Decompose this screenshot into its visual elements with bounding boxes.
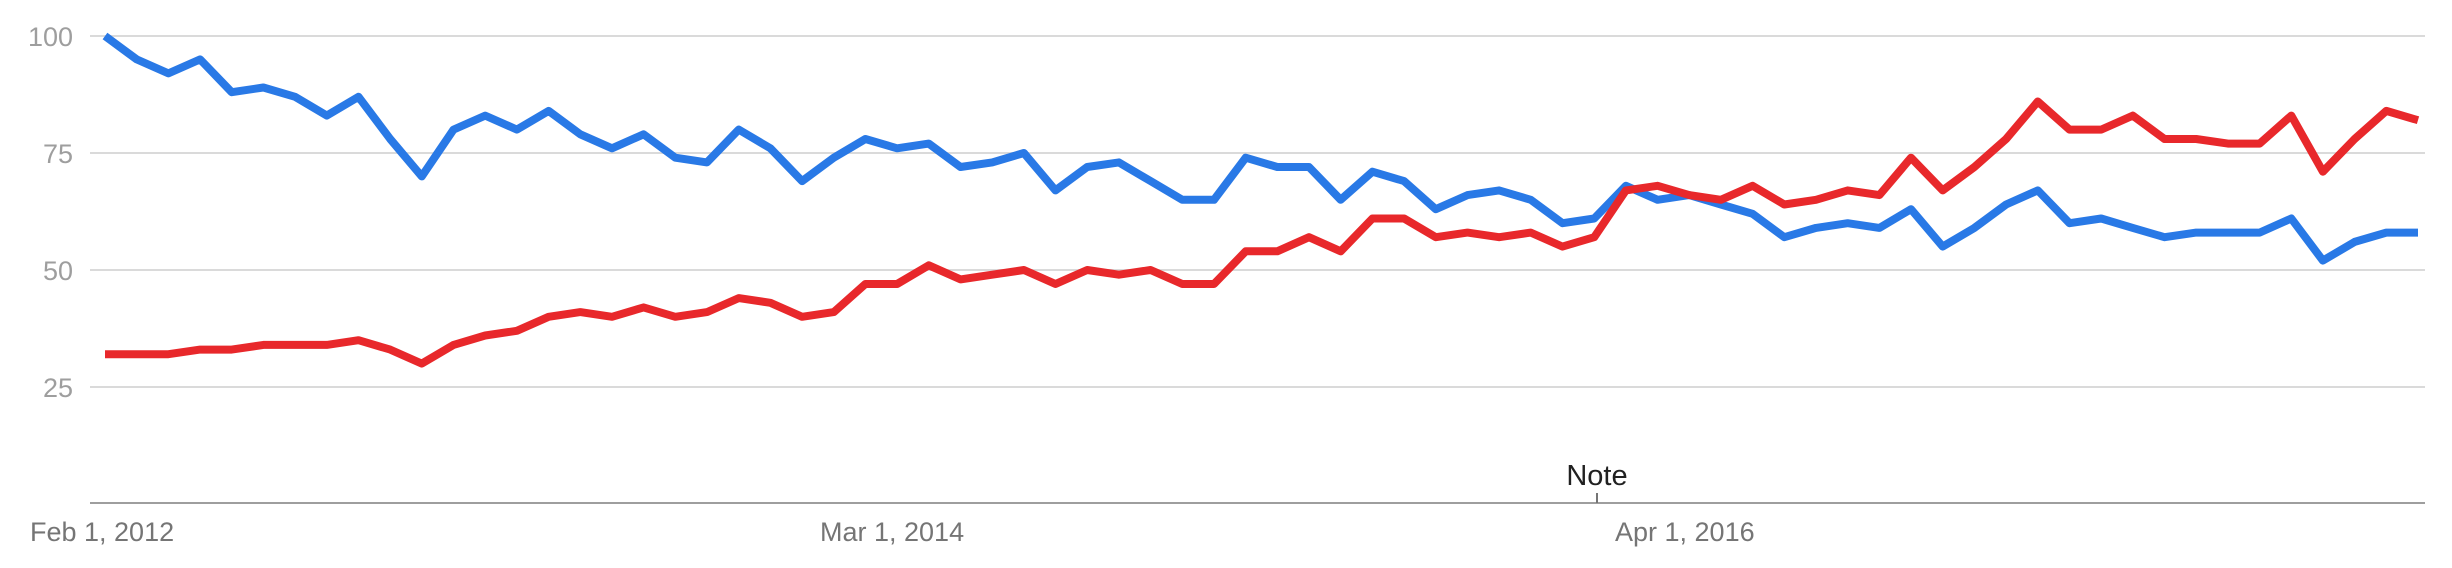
series-line-2 <box>105 97 2420 368</box>
x-tick-label: Mar 1, 2014 <box>820 517 964 547</box>
note-annotation[interactable]: Note <box>1566 460 1628 503</box>
y-tick-label: 75 <box>43 139 73 169</box>
x-axis-ticks: Feb 1, 2012 Mar 1, 2014 Apr 1, 2016 <box>30 517 1755 547</box>
y-tick-label: 100 <box>28 22 73 52</box>
x-tick-label: Feb 1, 2012 <box>30 517 174 547</box>
y-axis-ticks: 25 50 75 100 <box>28 22 73 403</box>
series-line-1 <box>102 32 2418 265</box>
y-tick-label: 25 <box>43 373 73 403</box>
gridlines <box>90 35 2425 388</box>
x-tick-label: Apr 1, 2016 <box>1615 517 1755 547</box>
note-label[interactable]: Note <box>1566 460 1627 492</box>
y-tick-label: 50 <box>43 256 73 286</box>
series-lines <box>102 32 2420 368</box>
